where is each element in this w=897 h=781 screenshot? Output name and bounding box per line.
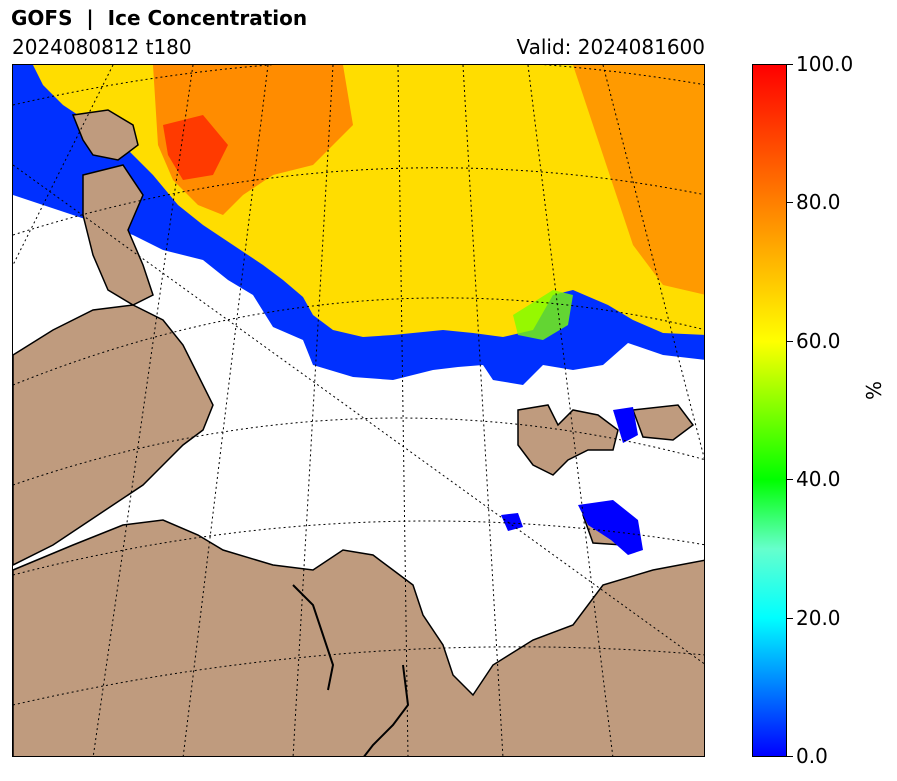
land-baffin-region (82, 164, 154, 306)
colorbar-tick (787, 479, 793, 480)
river (292, 584, 335, 691)
plot-title: GOFS | Ice Concentration (11, 6, 308, 30)
ice-green-margin (513, 290, 573, 340)
ice-high-concentration-east (573, 65, 704, 295)
colorbar-tick (787, 618, 793, 619)
land-west-mainland (13, 304, 214, 566)
valid-time-label: Valid: 2024081600 (516, 35, 705, 59)
ice-red-core (163, 115, 228, 180)
colorbar-tick-label: 20.0 (796, 606, 841, 630)
land-south-continent (13, 519, 704, 756)
colorbar-tick-label: 40.0 (796, 467, 841, 491)
colorbar-unit-label: % (862, 380, 886, 400)
ice-near-island-south (578, 500, 643, 555)
colorbar-tick (787, 341, 793, 342)
ice-near-islands (613, 407, 638, 443)
river-east (363, 664, 410, 756)
ice-high-concentration (153, 65, 353, 215)
colorbar-tick (787, 756, 793, 757)
land-greenland-north (71, 109, 139, 161)
colorbar-tick-label: 60.0 (796, 329, 841, 353)
colorbar-tick-label: 0.0 (796, 744, 828, 768)
colorbar-tick-label: 100.0 (796, 52, 854, 76)
land-archipelago-far-east (631, 404, 695, 441)
ice-small-patch (501, 513, 523, 531)
colorbar-gradient (753, 65, 786, 756)
map-panel (12, 64, 705, 757)
graticule (13, 65, 704, 756)
ice-map (13, 65, 704, 756)
colorbar-tick-label: 80.0 (796, 190, 841, 214)
colorbar (752, 64, 787, 757)
land-archipelago-east (517, 404, 619, 476)
colorbar-tick (787, 64, 793, 65)
land-layer (13, 109, 704, 756)
run-time-label: 2024080812 t180 (12, 35, 192, 59)
colorbar-tick (787, 202, 793, 203)
